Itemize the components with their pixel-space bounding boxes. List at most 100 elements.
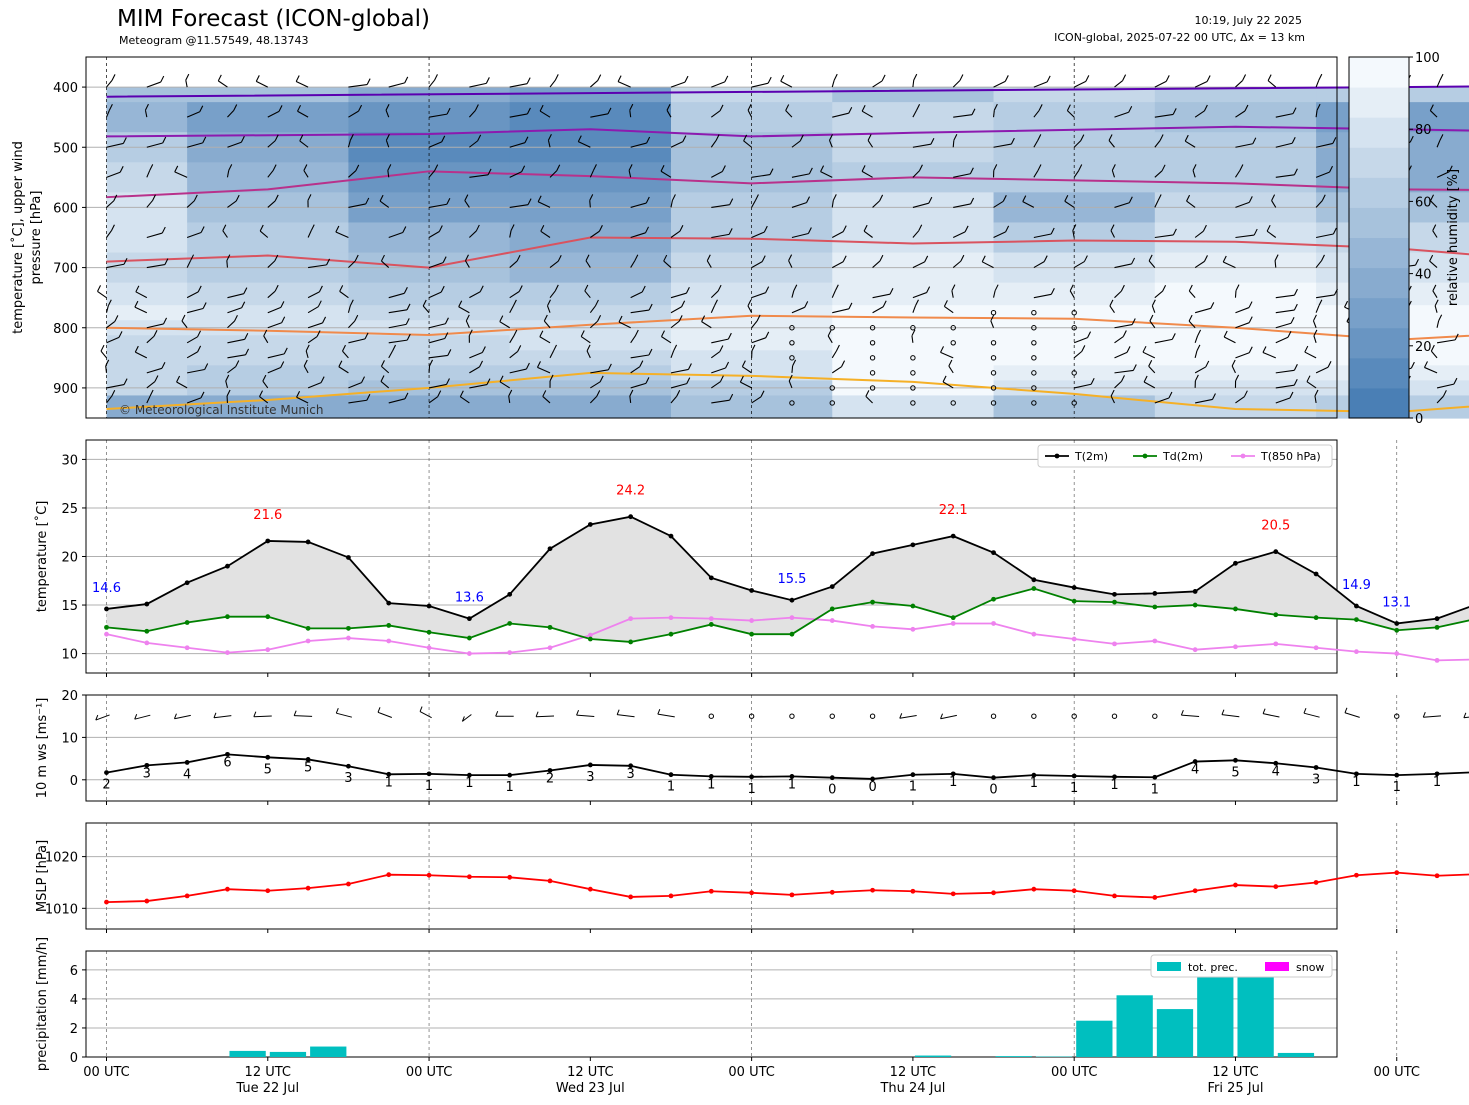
t850-point <box>184 645 190 651</box>
mslp-point <box>1192 888 1198 894</box>
wind-speed-point <box>1112 774 1117 780</box>
calm-marker <box>829 385 835 391</box>
wind-barb-feather <box>433 74 438 81</box>
wind-barb <box>791 173 810 178</box>
wind-barb-feather <box>1205 360 1210 368</box>
wind-barb-feather <box>1274 254 1279 261</box>
td2m-point <box>184 620 190 625</box>
wind-barb <box>537 366 551 374</box>
wind-speed-label: 5 <box>304 760 312 775</box>
wind-barb-feather <box>1081 345 1086 352</box>
wind-barb <box>953 114 973 118</box>
wind-barb-feather <box>585 254 590 261</box>
mslp-point <box>265 888 271 894</box>
wind-barb <box>1184 140 1196 148</box>
td2m-point <box>305 625 311 631</box>
wind-barb-feather <box>97 285 102 292</box>
wind-barb <box>1271 200 1277 208</box>
t2m-point <box>628 514 634 520</box>
wind-barb <box>464 260 470 268</box>
wind-barb-feather <box>1022 195 1027 202</box>
wind-barb-feather <box>1439 134 1444 141</box>
mslp-point <box>668 893 674 899</box>
wind-barb-feather <box>747 104 752 111</box>
wind-barb <box>1315 79 1320 88</box>
wind-barb-feather <box>928 196 933 204</box>
wind-barb-feather <box>1332 137 1337 144</box>
wind-barb <box>348 110 359 118</box>
wind-barb-feather <box>263 329 268 337</box>
wind-barb <box>1033 110 1040 118</box>
wind-barb-feather <box>245 348 250 356</box>
wind-barb <box>1234 170 1241 178</box>
wind-barb-feather <box>543 314 548 322</box>
legend-marker <box>1240 453 1246 459</box>
wind-barb-feather <box>684 75 689 83</box>
calm-marker <box>748 713 755 719</box>
wind-speed-point <box>708 774 714 779</box>
wind-barb <box>105 305 109 313</box>
temperature-panel: 10 15 20 25 30 temperature [˚C] 14.6 21.6 13.6 24… <box>34 439 1469 677</box>
wind-barb <box>262 380 269 389</box>
wind-barb <box>1221 714 1240 718</box>
wind-barb <box>912 261 925 269</box>
wind-barb <box>106 263 125 269</box>
wind-barb-feather <box>274 134 279 141</box>
wind-barb <box>1275 174 1295 178</box>
wind-barb-feather <box>971 108 976 115</box>
wind-barb-feather <box>1159 134 1164 141</box>
wind-barb-feather <box>1149 314 1154 322</box>
wind-barb <box>791 365 794 373</box>
wind-barb <box>706 260 712 268</box>
wind-barb-feather <box>366 394 371 401</box>
wind-barb-feather <box>1306 375 1311 382</box>
wind-barb-feather <box>1267 74 1272 81</box>
wind-barb <box>176 381 188 389</box>
t2m-point <box>346 555 351 560</box>
wind-barb-feather <box>899 713 903 719</box>
wind-barb <box>1235 80 1243 88</box>
wind-barb <box>1314 395 1317 404</box>
wind-barb-feather <box>164 258 169 265</box>
wind-barb-feather <box>806 196 811 203</box>
wind-speed-point <box>1434 771 1440 777</box>
wind-barb <box>589 395 598 404</box>
mslp-point <box>910 888 916 894</box>
wind-barb-feather <box>1235 284 1240 291</box>
wind-barb-feather <box>499 375 504 383</box>
wind-barb <box>1073 337 1088 344</box>
wind-barb-feather <box>464 254 469 261</box>
wind-barb <box>586 350 591 359</box>
wind-barb-feather <box>788 374 793 382</box>
mslp-point <box>104 899 109 905</box>
td2m-point <box>628 639 634 645</box>
wind-barb-feather <box>970 197 975 205</box>
wind-barb-feather <box>1332 227 1337 235</box>
wind-barb-feather <box>792 359 797 367</box>
calm-marker <box>829 400 835 406</box>
wind-barb-feather <box>434 164 439 171</box>
wind-barb <box>1114 290 1122 299</box>
wind-barb-feather <box>1293 364 1298 371</box>
wind-barb-feather <box>447 349 452 356</box>
time-tick-label: 00 UTC <box>83 1065 129 1080</box>
wind-speed-label: 0 <box>868 780 876 795</box>
wind-speed-label: 3 <box>627 767 635 782</box>
wind-barb <box>377 711 392 718</box>
y-tick-label: 1010 <box>45 902 78 917</box>
wind-barb <box>539 110 551 118</box>
wind-speed-point <box>749 774 755 780</box>
td2m-point <box>668 631 674 637</box>
wind-barb-feather <box>1202 224 1207 232</box>
wind-barb-feather <box>1316 103 1321 111</box>
humidity-cell <box>348 282 511 306</box>
wind-barb <box>1194 366 1207 374</box>
humidity-cell <box>832 350 995 366</box>
wind-barb <box>1234 290 1237 298</box>
wind-barb-feather <box>1122 74 1127 81</box>
wind-barb <box>134 306 148 314</box>
wind-barb <box>1154 113 1174 118</box>
wind-barb <box>948 365 954 374</box>
wind-barb <box>336 712 353 718</box>
colorbar-band <box>1349 387 1409 419</box>
